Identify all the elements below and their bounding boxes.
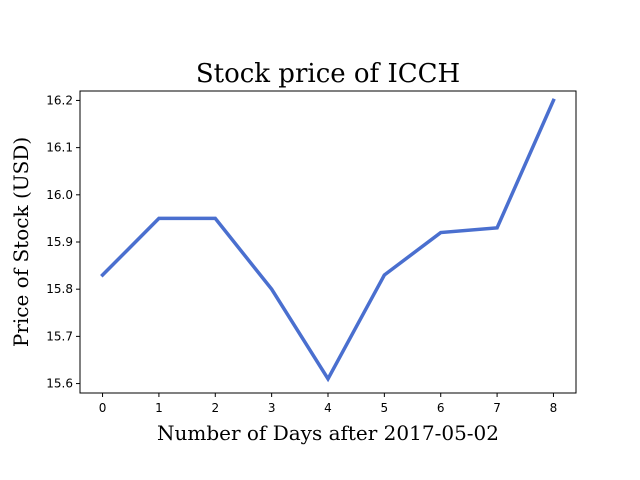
plot-area-frame xyxy=(80,91,576,393)
x-axis-ticks: 0 1 2 3 4 5 6 7 8 xyxy=(99,393,558,415)
x-tick-label: 3 xyxy=(268,401,276,415)
x-tick-label: 6 xyxy=(437,401,445,415)
y-tick-label: 15.9 xyxy=(46,235,73,249)
y-tick-label: 15.7 xyxy=(46,329,73,343)
y-tick-label: 15.6 xyxy=(46,377,73,391)
series-layer xyxy=(103,100,554,378)
x-tick-label: 5 xyxy=(381,401,389,415)
chart-title: Stock price of ICCH xyxy=(196,59,460,89)
x-tick-label: 0 xyxy=(99,401,107,415)
y-tick-label: 16.2 xyxy=(46,93,73,107)
y-axis-label: Price of Stock (USD) xyxy=(9,137,33,347)
y-tick-label: 16.0 xyxy=(46,188,73,202)
x-tick-label: 8 xyxy=(550,401,558,415)
y-axis-ticks: 15.6 15.7 15.8 15.9 16.0 16.1 16.2 xyxy=(46,93,80,390)
x-tick-label: 1 xyxy=(155,401,163,415)
x-tick-label: 4 xyxy=(324,401,332,415)
series-line xyxy=(103,100,554,378)
y-tick-label: 16.1 xyxy=(46,141,73,155)
x-tick-label: 2 xyxy=(211,401,219,415)
y-tick-label: 15.8 xyxy=(46,282,73,296)
x-tick-label: 7 xyxy=(493,401,501,415)
x-axis-label: Number of Days after 2017-05-02 xyxy=(157,421,499,445)
